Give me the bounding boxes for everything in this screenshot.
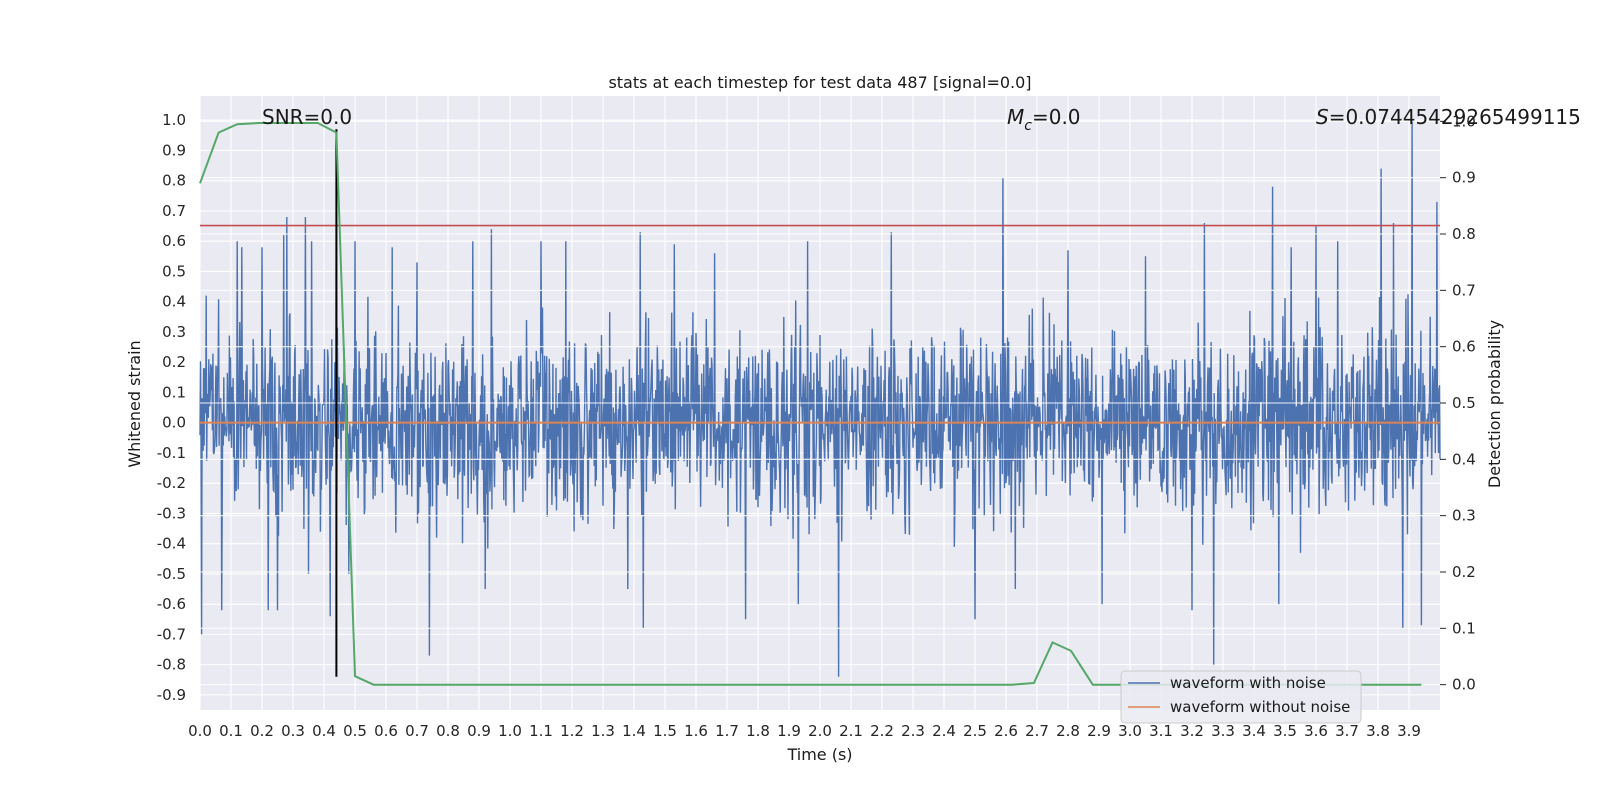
x-tick-label: 3.8 [1366,722,1390,740]
y2-tick-label: 0.6 [1452,338,1476,356]
x-tick-label: 2.6 [994,722,1018,740]
s-annotation: S=0.07445429265499115 [1316,105,1581,129]
y-tick-label: -0.1 [157,444,186,462]
legend: waveform with noise waveform without noi… [1120,670,1362,724]
x-tick-label: 0.1 [219,722,243,740]
x-tick-label: 0.9 [467,722,491,740]
x-tick-label: 0.2 [250,722,274,740]
mc-symbol: M [1007,105,1024,129]
y-tick-label: 0.9 [162,141,186,159]
y2-tick-label: 0.0 [1452,676,1476,694]
s-symbol: S [1316,105,1329,129]
y2-tick-label: 0.7 [1452,281,1476,299]
y-tick-label: -0.3 [157,504,186,522]
y2-tick-label: 0.4 [1452,450,1476,468]
y-tick-label: -0.9 [157,686,186,704]
y2-axis-ticks: 0.0 0.1 0.2 0.3 0.4 0.5 0.6 0.7 0.8 0.9 1.0 [1440,112,1476,694]
x-tick-label: 2.2 [870,722,894,740]
x-axis-ticks: 0.0 0.1 0.2 0.3 0.4 0.5 0.6 0.7 0.8 0.9 1.0 1.1 1.2 1… [188,722,1421,740]
x-tick-label: 0.0 [188,722,212,740]
x-tick-label: 1.6 [684,722,708,740]
y-tick-label: -0.7 [157,625,186,643]
y-tick-label: 0.6 [162,232,186,250]
y2-tick-label: 0.1 [1452,619,1476,637]
legend-label-noise: waveform with noise [1170,674,1326,692]
mc-value: =0.0 [1032,105,1081,129]
x-tick-label: 3.0 [1118,722,1142,740]
y2-tick-label: 0.5 [1452,394,1476,412]
y2-tick-label: 0.9 [1452,169,1476,187]
x-tick-label: 0.7 [405,722,429,740]
mc-annotation: Mc=0.0 [1007,105,1081,134]
x-tick-label: 1.5 [653,722,677,740]
x-axis-label: Time (s) [786,745,852,764]
x-tick-label: 3.4 [1242,722,1266,740]
y-tick-label: 0.1 [162,383,186,401]
y-axis-label: Whitened strain [125,340,144,467]
y-tick-label: 0.0 [162,414,186,432]
x-tick-label: 1.0 [498,722,522,740]
x-tick-label: 1.3 [591,722,615,740]
y2-tick-label: 0.2 [1452,563,1476,581]
y-tick-label: 0.7 [162,202,186,220]
x-tick-label: 1.4 [622,722,646,740]
x-tick-label: 2.7 [1025,722,1049,740]
detection-probability-line [199,122,1422,686]
waveform-with-noise-line [199,120,1441,677]
waveform-with-noise-series [199,120,1441,677]
y-tick-label: 0.2 [162,353,186,371]
x-tick-label: 2.4 [932,722,956,740]
legend-label-clean: waveform without noise [1170,698,1350,716]
x-tick-label: 2.1 [839,722,863,740]
mc-subscript: c [1024,118,1032,134]
x-tick-label: 1.7 [715,722,739,740]
x-tick-label: 3.1 [1149,722,1173,740]
x-tick-label: 1.8 [746,722,770,740]
y-tick-label: 0.3 [162,323,186,341]
x-tick-label: 3.6 [1304,722,1328,740]
x-tick-label: 2.9 [1087,722,1111,740]
x-tick-label: 3.3 [1211,722,1235,740]
x-tick-label: 0.4 [312,722,336,740]
x-tick-label: 0.5 [343,722,367,740]
y-tick-label: -0.2 [157,474,186,492]
x-tick-label: 2.5 [963,722,987,740]
y-tick-label: -0.5 [157,565,186,583]
y2-tick-label: 0.3 [1452,507,1476,525]
y-tick-label: -0.6 [157,595,186,613]
y-tick-label: 0.4 [162,293,186,311]
snr-annotation: SNR=0.0 [262,105,352,129]
x-tick-label: 1.9 [777,722,801,740]
x-tick-label: 2.3 [901,722,925,740]
x-tick-label: 3.5 [1273,722,1297,740]
y-axis-ticks: -0.9 -0.8 -0.7 -0.6 -0.5 -0.4 -0.3 -0.2 -0.1 0.0 0… [157,111,186,704]
y2-axis-label: Detection probability [1485,320,1504,488]
x-tick-label: 2.8 [1056,722,1080,740]
y-tick-label: -0.8 [157,656,186,674]
x-tick-label: 3.7 [1335,722,1359,740]
y-tick-label: -0.4 [157,535,186,553]
y-tick-label: 0.8 [162,172,186,190]
x-tick-label: 3.9 [1397,722,1421,740]
legend-box [1120,670,1362,724]
y2-tick-label: 0.8 [1452,225,1476,243]
s-value: =0.07445429265499115 [1329,105,1581,129]
x-tick-label: 0.8 [436,722,460,740]
y2-tick-label: 1.0 [1452,112,1476,130]
x-tick-label: 2.0 [808,722,832,740]
y-tick-label: 1.0 [162,111,186,129]
chart-title: stats at each timestep for test data 487… [608,73,1031,92]
x-tick-label: 0.6 [374,722,398,740]
x-tick-label: 3.2 [1180,722,1204,740]
x-tick-label: 1.1 [529,722,553,740]
y-tick-label: 0.5 [162,262,186,280]
x-tick-label: 0.3 [281,722,305,740]
x-tick-label: 1.2 [560,722,584,740]
